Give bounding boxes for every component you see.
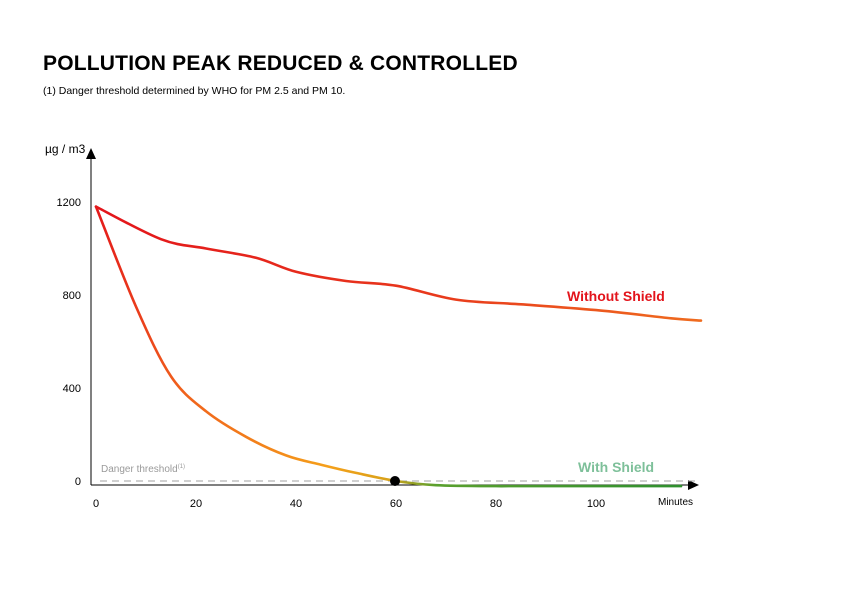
x-tick-labels: 0 20 40 60 80 100 — [93, 498, 605, 510]
chart-title: POLLUTION PEAK REDUCED & CONTROLLED — [43, 52, 518, 75]
x-axis-unit: Minutes — [658, 497, 693, 508]
x-tick-label: 20 — [190, 498, 202, 510]
x-tick-label: 40 — [290, 498, 302, 510]
y-tick-label: 800 — [63, 290, 81, 302]
series-label-with-shield: With Shield — [578, 459, 654, 475]
x-tick-label: 0 — [93, 498, 99, 510]
axes — [86, 148, 699, 490]
threshold-crossing-marker — [390, 476, 400, 486]
danger-threshold-footnote-mark: (1) — [178, 464, 185, 470]
y-axis-unit: µg / m3 — [45, 142, 86, 156]
x-axis-arrow-icon — [688, 480, 699, 490]
series-label-without-shield: Without Shield — [567, 288, 665, 304]
chart-footnote: (1) Danger threshold determined by WHO f… — [43, 85, 346, 97]
danger-threshold-label: Danger threshold(1) — [101, 464, 185, 475]
y-tick-labels: 0 400 800 1200 — [57, 197, 81, 488]
x-tick-label: 80 — [490, 498, 502, 510]
y-tick-label: 1200 — [57, 197, 81, 209]
x-tick-label: 60 — [390, 498, 402, 510]
x-tick-label: 100 — [587, 498, 605, 510]
series-line-without-shield — [94, 205, 703, 322]
y-tick-label: 400 — [63, 383, 81, 395]
y-tick-label: 0 — [75, 476, 81, 488]
y-axis-arrow-icon — [86, 148, 96, 159]
series-line-with-shield — [94, 205, 683, 488]
